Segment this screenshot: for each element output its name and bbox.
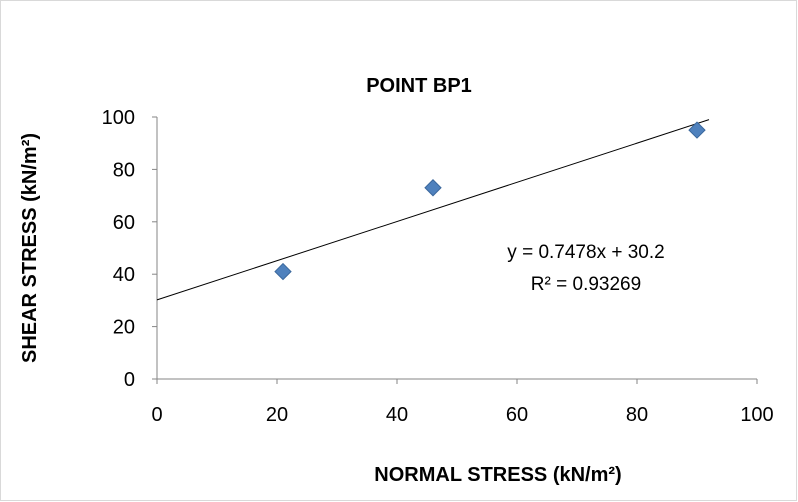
x-tick-label: 100 (740, 404, 773, 426)
trendline-line (156, 119, 710, 301)
chart-title: POINT BP1 (366, 75, 472, 97)
trendline (156, 119, 710, 301)
y-tick-label: 20 (113, 317, 135, 339)
x-tick-label: 40 (386, 404, 408, 426)
y-tick-label: 100 (102, 107, 135, 129)
trendline-equation: y = 0.7478x + 30.2 (507, 242, 664, 263)
trendline-r-squared: R² = 0.93269 (531, 274, 641, 295)
y-axis-title: SHEAR STRESS (kN/m²) (19, 133, 41, 363)
data-points (274, 121, 706, 281)
x-tick-label: 60 (506, 404, 528, 426)
data-point-marker (688, 121, 706, 139)
x-tick-label: 20 (266, 404, 288, 426)
x-tick-label: 0 (151, 404, 162, 426)
y-tick-label: 60 (113, 212, 135, 234)
data-point-marker (424, 179, 442, 197)
y-tick-label: 0 (124, 369, 135, 391)
x-axis-title: NORMAL STRESS (kN/m²) (374, 464, 621, 486)
data-point-marker (274, 262, 292, 281)
y-tick-label: 40 (113, 264, 135, 286)
x-tick-label: 80 (626, 404, 648, 426)
y-tick-labels: 0 20 40 60 80 100 (102, 107, 135, 391)
x-tick-labels: 0 20 40 60 80 100 (151, 404, 773, 426)
axes (152, 116, 758, 384)
y-tick-label: 80 (113, 159, 135, 181)
